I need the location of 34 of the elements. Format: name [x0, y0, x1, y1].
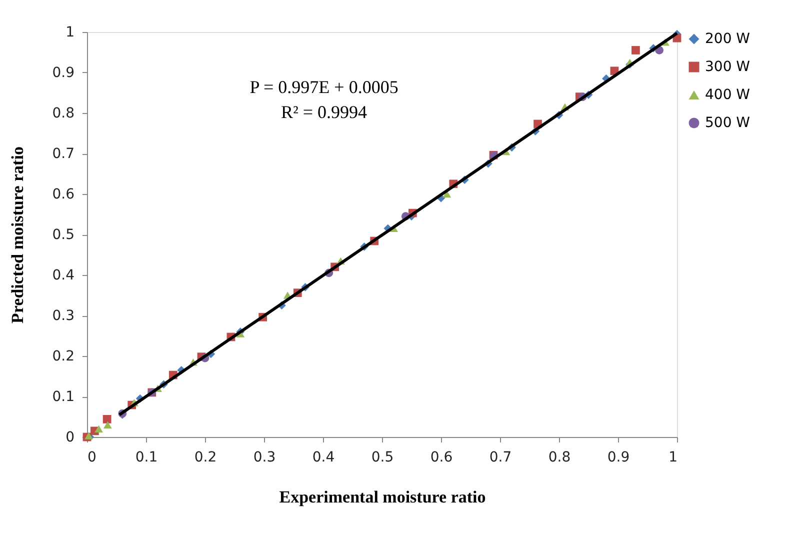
x-tick-label: 0.8: [548, 450, 571, 466]
x-tick-label: 0.2: [194, 450, 217, 466]
point: [94, 425, 103, 433]
y-tick-label: 0.2: [52, 348, 74, 364]
x-tick-label: 0.1: [135, 450, 158, 466]
x-axis-title: Experimental moisture ratio: [279, 488, 486, 506]
x-tick-label: 0.7: [489, 450, 512, 466]
y-tick-label: 0.3: [52, 308, 74, 324]
y-tick-label: 0.4: [52, 268, 75, 284]
legend-label: 200 W: [705, 31, 750, 47]
y-tick-label: 0: [66, 430, 74, 446]
x-tick-label: 0.3: [253, 450, 276, 466]
y-tick-label: 0.6: [52, 186, 75, 202]
point: [103, 421, 112, 428]
y-tick-label: 0.1: [52, 389, 74, 405]
x-tick-label: 0.5: [371, 450, 394, 466]
x-tick-label: 1: [668, 450, 678, 466]
y-tick-label: 0.9: [52, 65, 74, 81]
x-tick-label: 0.6: [430, 450, 453, 466]
y-axis-title: Predicted moisture ratio: [8, 146, 28, 324]
y-tick-label: 1: [66, 24, 74, 40]
point: [632, 46, 640, 54]
legend-label: 500 W: [705, 115, 750, 131]
y-tick-label: 0.7: [52, 146, 74, 162]
annotation: P = 0.997E + 0.0005: [250, 77, 398, 97]
y-tick-label: 0.5: [52, 227, 74, 243]
y-tick-label: 0.8: [52, 106, 74, 122]
x-tick-label: 0: [88, 450, 96, 466]
legend-label: 400 W: [705, 87, 750, 103]
legend-label: 300 W: [705, 59, 750, 75]
point: [102, 414, 112, 424]
x-tick-label: 0.9: [607, 450, 630, 466]
x-tick-label: 0.4: [312, 450, 335, 466]
annotation: R² = 0.9994: [280, 102, 368, 122]
